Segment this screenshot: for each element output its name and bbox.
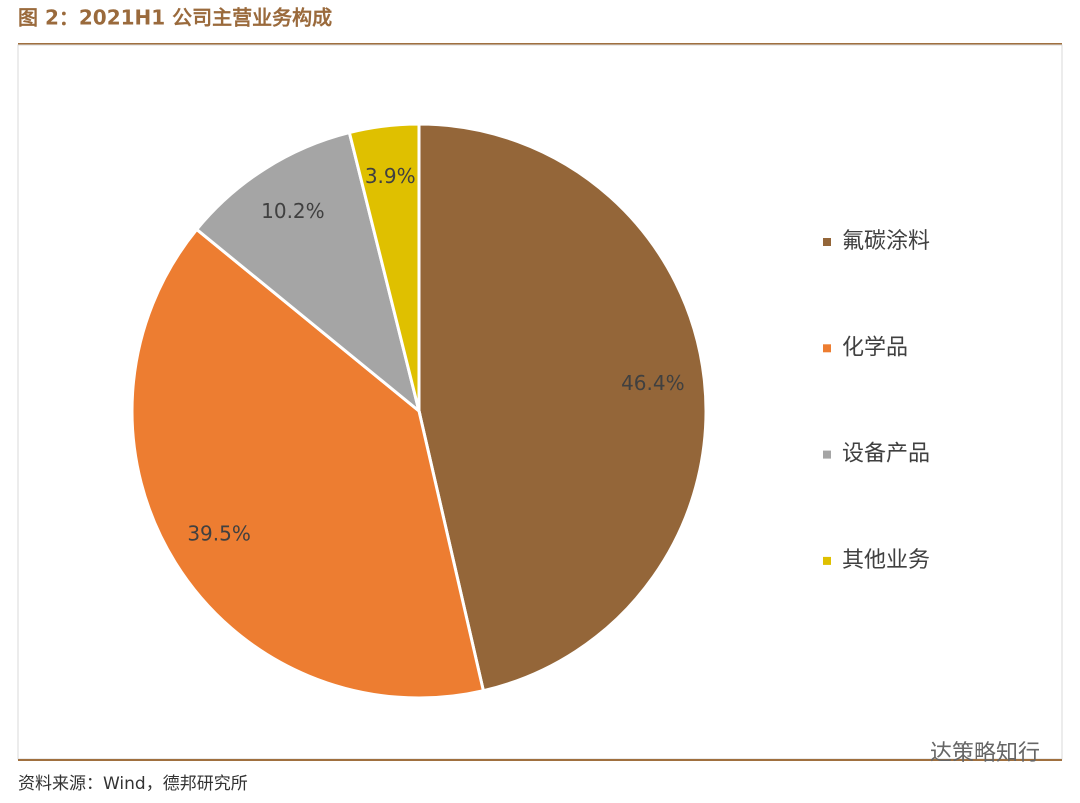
pie-slice (417, 122, 708, 693)
legend-label: 氟碳涂料 (842, 229, 930, 254)
chart-title: 图 2：2021H1 公司主营业务构成 (18, 6, 332, 30)
data-label: 39.5% (187, 522, 251, 546)
legend-swatch (823, 238, 831, 246)
legend-swatch (823, 344, 831, 353)
data-label: 10.2% (261, 199, 325, 223)
pie-slice (130, 227, 486, 700)
watermark: 达策略知行 (930, 741, 1040, 766)
pie: 46.4% 39.5% 10.2% 3.9% (130, 122, 708, 700)
legend-label: 化学品 (842, 335, 908, 360)
source-note: 资料来源：Wind，德邦研究所 (18, 774, 248, 794)
data-label: 46.4% (621, 371, 685, 395)
pie-slice (347, 122, 421, 412)
legend-swatch (823, 450, 831, 459)
data-label: 3.9% (365, 164, 416, 188)
pie-slice (194, 130, 422, 416)
legend-label: 其他业务 (842, 548, 930, 573)
legend-label: 设备产品 (842, 442, 930, 467)
legend-swatch (823, 556, 831, 565)
